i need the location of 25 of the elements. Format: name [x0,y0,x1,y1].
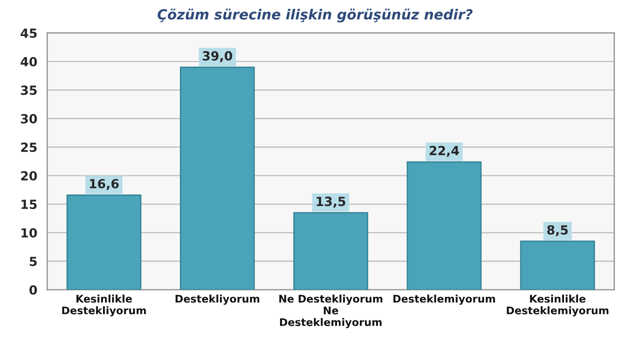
y-tick-label: 30 [20,114,37,124]
data-label: 22,4 [430,146,459,157]
bar [293,212,368,290]
bar [180,66,255,290]
x-tick-label: Destekliyorum [176,294,260,305]
x-tick-label: Kesinlikle Destekliyorum [62,294,146,316]
y-tick-label: 40 [20,56,37,66]
x-tick-label: Kesinlikle Desteklemiyorum [506,294,608,316]
data-label: 39,0 [202,51,232,62]
y-tick-label: 20 [21,171,37,181]
x-tick-label: Ne Destekliyorum Ne Desteklemiyorum [279,294,382,328]
y-tick-label: 0 [29,285,37,295]
data-label: 16,6 [90,178,119,190]
y-tick-label: 35 [20,86,37,95]
data-label: 8,5 [547,225,568,236]
bar [406,161,482,290]
x-tick-label: Desteklemiyorum [393,294,495,305]
y-tick-label: 5 [30,256,37,266]
y-tick-label: 10 [22,228,37,238]
chart-title: Çözüm sürecine ilişkin görüşünüz nedir? [158,8,473,22]
y-tick-label: 15 [22,200,37,210]
bar [520,240,595,290]
y-tick-label: 25 [21,142,37,152]
y-tick-label: 45 [20,28,37,38]
data-label: 13,5 [316,196,346,208]
